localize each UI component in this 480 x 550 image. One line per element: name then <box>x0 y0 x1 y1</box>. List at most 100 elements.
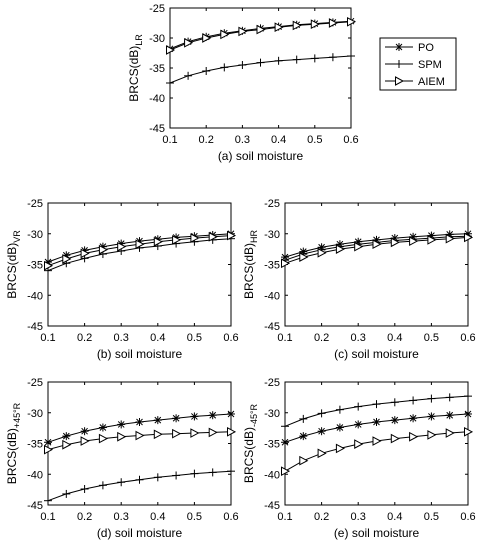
y-tick-label: -45 <box>27 500 43 512</box>
y-axis-label-a: BRCS(dB)LR <box>127 34 144 102</box>
x-tick-label: 0.2 <box>314 511 329 523</box>
y-tick-label: -25 <box>264 198 280 210</box>
data-point-po <box>354 420 363 429</box>
y-axis-label-b: BRCS(dB)VR <box>5 230 22 299</box>
y-axis-label-main: BRCS(dB) <box>242 427 256 483</box>
data-point-aiem <box>117 431 127 442</box>
x-tick-label: 0.6 <box>460 511 475 523</box>
x-tick-label: 0.4 <box>271 134 286 146</box>
x-tick-label: 0.6 <box>343 134 358 146</box>
data-point-aiem <box>317 448 327 459</box>
data-point-aiem <box>172 235 182 245</box>
data-point-spm <box>184 71 193 80</box>
x-tick-label: 0.2 <box>77 511 92 523</box>
panel-caption-c: (c) soil moisture <box>334 347 419 361</box>
data-point-aiem <box>427 430 437 440</box>
y-tick-label: -35 <box>264 260 280 272</box>
x-tick-label: 0.4 <box>150 511 165 523</box>
data-point-spm <box>98 481 107 490</box>
data-point-aiem <box>153 429 163 440</box>
y-axis-label-subscript: VR <box>12 230 22 243</box>
data-point-spm <box>354 402 363 411</box>
data-point-aiem <box>190 428 200 438</box>
data-point-aiem <box>98 433 108 444</box>
x-tick-label: 0.3 <box>235 134 250 146</box>
data-point-po <box>335 423 344 432</box>
y-axis-label-c: BRCS(dB)HR <box>242 229 259 299</box>
y-tick-label: -45 <box>27 321 43 333</box>
data-point-aiem <box>227 230 237 241</box>
y-tick-label: -25 <box>27 198 43 210</box>
y-tick-label: -30 <box>264 229 280 241</box>
x-tick-label: 0.5 <box>424 332 439 344</box>
data-point-aiem <box>335 244 345 254</box>
legend-entry-spm: SPM <box>385 59 442 71</box>
y-tick-label: -25 <box>27 377 43 389</box>
y-axis-label-main: BRCS(dB) <box>5 243 19 299</box>
data-point-aiem <box>184 37 194 48</box>
data-point-po <box>172 414 181 423</box>
y-tick-label: -40 <box>27 290 43 302</box>
y-axis-label-d: BRCS(dB)+45°R <box>5 402 22 484</box>
y-tick-label: -30 <box>27 408 43 420</box>
y-tick-label: -35 <box>149 63 165 75</box>
y-tick-label: -35 <box>27 439 43 451</box>
x-tick-label: 0.2 <box>77 332 92 344</box>
data-point-spm <box>292 55 301 64</box>
data-point-po <box>299 432 308 441</box>
data-point-po <box>208 411 217 420</box>
data-point-aiem <box>80 248 90 259</box>
panel-caption-e: (e) soil moisture <box>334 526 420 540</box>
data-point-spm <box>310 54 319 63</box>
data-point-aiem <box>464 232 474 243</box>
data-point-aiem <box>153 236 163 247</box>
data-point-po <box>372 417 381 426</box>
data-point-po <box>317 427 326 436</box>
x-tick-label: 0.5 <box>187 332 202 344</box>
x-tick-label: 0.3 <box>351 511 366 523</box>
data-point-po <box>117 420 126 429</box>
data-point-aiem <box>427 235 437 245</box>
data-point-aiem <box>62 254 72 264</box>
y-axis-label-subscript: +45°R <box>12 402 22 428</box>
legend-label-po: PO <box>418 42 434 54</box>
x-tick-label: 0.4 <box>387 332 402 344</box>
data-point-spm <box>274 56 283 65</box>
data-point-spm <box>347 52 355 60</box>
data-point-spm <box>208 468 217 477</box>
data-point-aiem <box>172 428 182 439</box>
data-point-spm <box>202 67 211 75</box>
data-point-po <box>409 414 418 423</box>
x-tick-label: 0.5 <box>187 511 202 523</box>
panel-caption-d: (d) soil moisture <box>97 526 183 540</box>
y-axis-label-e: BRCS(dB)-45°R <box>242 403 259 483</box>
data-point-spm <box>62 489 71 498</box>
x-tick-label: 0.2 <box>199 134 214 146</box>
data-point-aiem <box>335 443 345 454</box>
data-point-spm <box>190 469 199 478</box>
data-point-po <box>153 416 162 425</box>
data-point-spm <box>227 467 235 476</box>
x-tick-label: 0.4 <box>150 332 165 344</box>
legend-entry-po: PO <box>385 42 434 54</box>
data-point-po <box>390 416 399 425</box>
y-axis-label-subscript: HR <box>249 229 259 242</box>
chart-panel-e: 0.1 0.2 0.3 0.4 0.5 0.6 -25 -30 -35 -40 -45 BRCS(dB… <box>242 377 476 540</box>
data-point-aiem <box>256 24 266 35</box>
data-point-aiem <box>354 439 364 449</box>
x-tick-label: 0.3 <box>114 332 129 344</box>
data-point-aiem <box>281 258 291 269</box>
data-point-spm <box>445 393 454 402</box>
data-point-po <box>281 438 289 447</box>
data-point-aiem <box>135 239 145 250</box>
legend-label-spm: SPM <box>418 59 442 71</box>
y-axis-label-main: BRCS(dB) <box>5 428 19 484</box>
x-tick-label: 0.5 <box>307 134 322 146</box>
x-tick-label: 0.1 <box>277 511 292 523</box>
data-point-spm <box>256 58 265 67</box>
x-tick-label: 0.3 <box>351 332 366 344</box>
data-point-aiem <box>227 426 237 437</box>
legend: PO SPM AIEM <box>379 37 457 91</box>
data-point-spm <box>464 392 472 401</box>
